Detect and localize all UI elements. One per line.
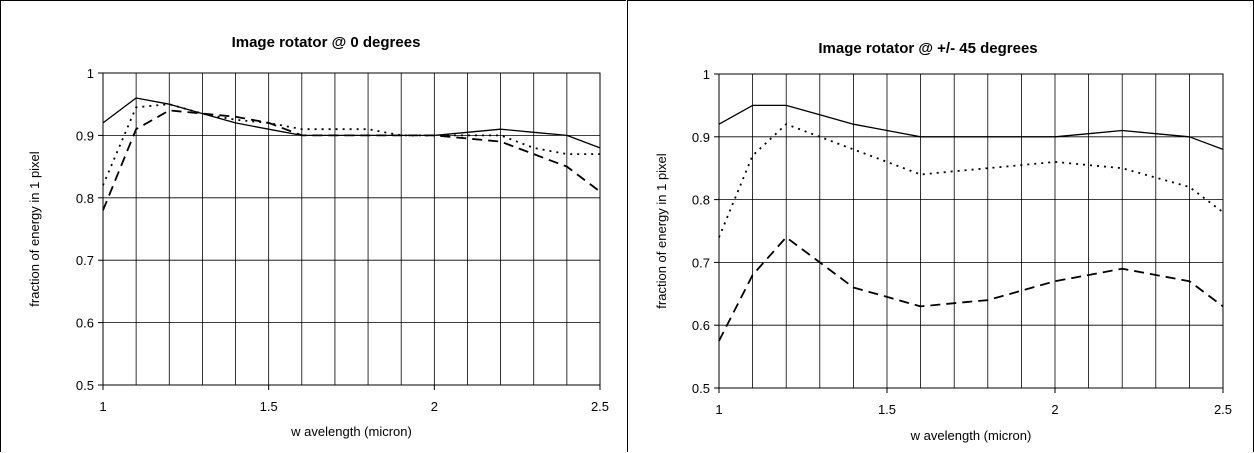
y-tick-label: 0.6 [76,316,94,331]
y-tick-label: 0.9 [692,130,710,145]
y-tick-label: 0.7 [76,253,94,268]
x-tick-label: 1 [715,402,722,417]
y-tick-label: 0.9 [76,128,94,143]
series-line-solid [718,104,1224,151]
chart-title: Image rotator @ 0 degrees [232,34,421,51]
x-tick-label: 2 [1051,402,1058,417]
y-tick-label: 0.7 [692,255,710,270]
y-tick-label: 0.5 [76,378,94,393]
series-line-dotted [102,103,600,186]
x-tick-label: 2.5 [1214,402,1232,417]
y-tick-label: 0.8 [692,193,710,208]
chart-title: Image rotator @ +/- 45 degrees [818,40,1037,57]
x-tick-label: 2 [431,399,438,414]
y-tick-label: 1 [703,67,710,82]
x-axis-label: w avelength (micron) [290,424,412,439]
y-axis-label: fraction of energy in 1 pixel [654,153,669,308]
plot-area [103,73,600,385]
plot-frame [102,72,601,386]
x-axis-label: w avelength (micron) [910,428,1032,443]
y-tick-label: 0.6 [692,318,710,333]
series-line-dashed [102,109,601,211]
chart-panel-right: 0.5 0.6 0.7 0.8 0.9 1 1 1.5 2 2.5 Image rotator @ … [627,0,1254,452]
x-tick-label: 1 [99,399,106,414]
y-axis-label: fraction of energy in 1 pixel [27,151,42,306]
chart-panel-left: 0.5 0.6 0.7 0.8 0.9 1 1 1.5 2 2.5 Image rotator @ … [0,0,626,452]
x-tick-label: 2.5 [591,399,609,414]
chart-left-svg: 0.5 0.6 0.7 0.8 0.9 1 1 1.5 2 2.5 Image rotator @ … [27,34,609,439]
y-tick-label: 0.8 [76,191,94,206]
x-tick-label: 1.5 [878,402,896,417]
x-tick-label: 1.5 [260,399,278,414]
chart-right-svg: 0.5 0.6 0.7 0.8 0.9 1 1 1.5 2 2.5 Image rotator @ … [654,40,1232,443]
plot-area [719,74,1223,388]
y-tick-label: 1 [87,66,94,81]
series-line-dashed [718,236,1224,342]
series-line-dotted [718,123,1224,238]
y-tick-label: 0.5 [692,381,710,396]
plot-frame [718,73,1224,389]
